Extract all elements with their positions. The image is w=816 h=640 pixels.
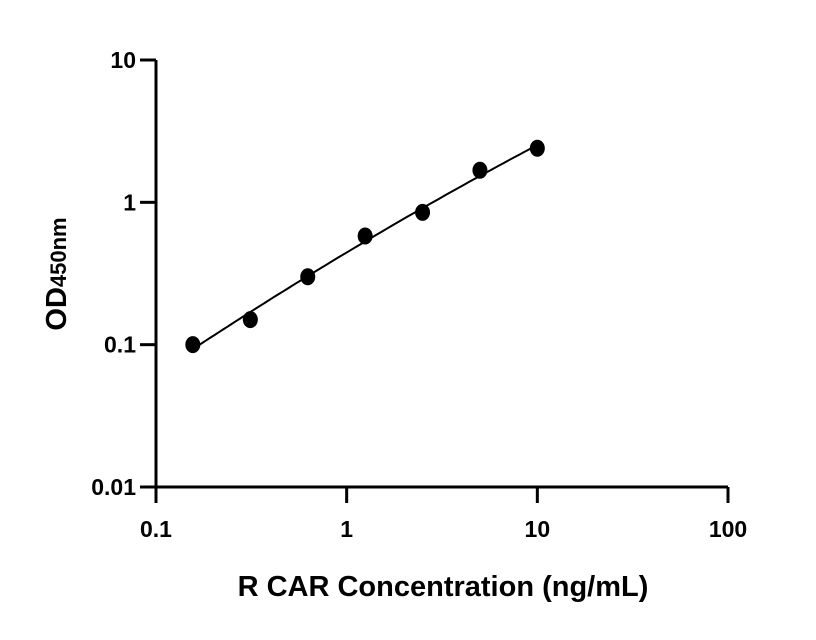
data-point xyxy=(300,268,316,286)
y-axis-label-main: OD xyxy=(41,287,73,331)
data-point xyxy=(357,227,373,245)
x-tick-label: 100 xyxy=(709,516,747,542)
x-tick-label: 10 xyxy=(525,516,551,542)
data-point xyxy=(185,336,201,354)
y-tick-label: 0.01 xyxy=(91,474,136,500)
data-point xyxy=(415,203,431,221)
data-points xyxy=(185,139,545,354)
y-tick-label: 1 xyxy=(123,189,136,215)
data-point xyxy=(529,139,545,157)
y-tick-label: 0.1 xyxy=(104,332,136,358)
data-point xyxy=(242,311,258,329)
y-axis-label-sub: 450nm xyxy=(46,217,71,287)
x-tick-label: 1 xyxy=(340,516,353,542)
data-point xyxy=(472,161,488,179)
y-axis-label: OD450nm xyxy=(41,217,73,330)
x-tick-label: 0.1 xyxy=(140,516,172,542)
x-axis-label: R CAR Concentration (ng/mL) xyxy=(238,571,649,603)
y-tick-label: 10 xyxy=(110,47,136,73)
